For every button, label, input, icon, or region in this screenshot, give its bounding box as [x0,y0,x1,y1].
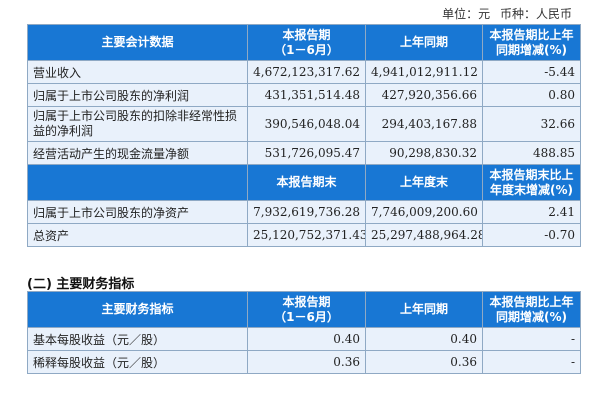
current-value: 0.40 [247,327,366,351]
current-value: 25,120,752,371.43 [247,223,366,247]
header-cell: 上年度末 [365,164,483,201]
table-row: 归属于上市公司股东的扣除非经常性损益的净利润 390,546,048.04 29… [27,106,581,142]
current-value: 531,726,095.47 [247,141,366,165]
current-value: 7,932,619,736.28 [247,200,366,224]
header-cell: 上年同期 [365,24,483,61]
change-value: 488.85 [482,141,581,165]
change-value: - [482,350,581,374]
row-label: 归属于上市公司股东的扣除非经常性损益的净利润 [27,106,248,142]
financial-indicators-table: 主要财务指标 本报告期 （1－6月） 上年同期 本报告期比上年同期增减(%) 基… [27,291,581,374]
unit-label: 单位：元 [442,7,491,21]
current-value: 431,351,514.48 [247,83,366,107]
currency-label: 币种：人民币 [499,7,572,21]
change-value: 2.41 [482,200,581,224]
change-value: 0.80 [482,83,581,107]
header-cell: 本报告期比上年同期增减(%) [482,24,581,61]
change-value: - [482,327,581,351]
table-row: 营业收入 4,672,123,317.62 4,941,012,911.12 -… [27,60,581,84]
prior-value: 294,403,167.88 [365,106,483,142]
row-label: 归属于上市公司股东的净资产 [27,200,248,224]
table-row: 总资产 25,120,752,371.43 25,297,488,964.28 … [27,223,581,247]
current-value: 4,672,123,317.62 [247,60,366,84]
current-value: 390,546,048.04 [247,106,366,142]
header-cell [27,164,248,201]
header-cell: 本报告期 （1－6月） [247,291,366,328]
table-row: 归属于上市公司股东的净利润 431,351,514.48 427,920,356… [27,83,581,107]
row-label: 归属于上市公司股东的净利润 [27,83,248,107]
change-value: -5.44 [482,60,581,84]
table-row: 稀释每股收益（元／股） 0.36 0.36 - [27,350,581,374]
row-label: 营业收入 [27,60,248,84]
table-header: 主要会计数据 本报告期 （1－6月） 上年同期 本报告期比上年同期增减(%) [27,24,581,61]
table-subheader: 本报告期末 上年度末 本报告期末比上年度末增减(%) [27,164,581,201]
prior-value: 7,746,009,200.60 [365,200,483,224]
header-cell: 主要会计数据 [27,24,248,61]
row-label: 稀释每股收益（元／股） [27,350,248,374]
header-cell: 主要财务指标 [27,291,248,328]
header-cell: 本报告期 （1－6月） [247,24,366,61]
accounting-data-table: 主要会计数据 本报告期 （1－6月） 上年同期 本报告期比上年同期增减(%) 营… [27,24,581,247]
prior-value: 0.36 [365,350,483,374]
header-cell: 本报告期末 [247,164,366,201]
table-row: 归属于上市公司股东的净资产 7,932,619,736.28 7,746,009… [27,200,581,224]
table-header: 主要财务指标 本报告期 （1－6月） 上年同期 本报告期比上年同期增减(%) [27,291,581,328]
table-row: 经营活动产生的现金流量净额 531,726,095.47 90,298,830.… [27,141,581,165]
prior-value: 25,297,488,964.28 [365,223,483,247]
header-cell: 本报告期末比上年度末增减(%) [482,164,581,201]
table-row: 基本每股收益（元／股） 0.40 0.40 - [27,327,581,351]
change-value: 32.66 [482,106,581,142]
row-label: 基本每股收益（元／股） [27,327,248,351]
prior-value: 427,920,356.66 [365,83,483,107]
prior-value: 4,941,012,911.12 [365,60,483,84]
row-label: 经营活动产生的现金流量净额 [27,141,248,165]
current-value: 0.36 [247,350,366,374]
section-title: (二) 主要财务指标 [27,277,135,292]
change-value: -0.70 [482,223,581,247]
header-cell: 上年同期 [365,291,483,328]
prior-value: 90,298,830.32 [365,141,483,165]
unit-line: 单位：元 币种：人民币 [436,5,572,22]
prior-value: 0.40 [365,327,483,351]
row-label: 总资产 [27,223,248,247]
header-cell: 本报告期比上年同期增减(%) [482,291,581,328]
